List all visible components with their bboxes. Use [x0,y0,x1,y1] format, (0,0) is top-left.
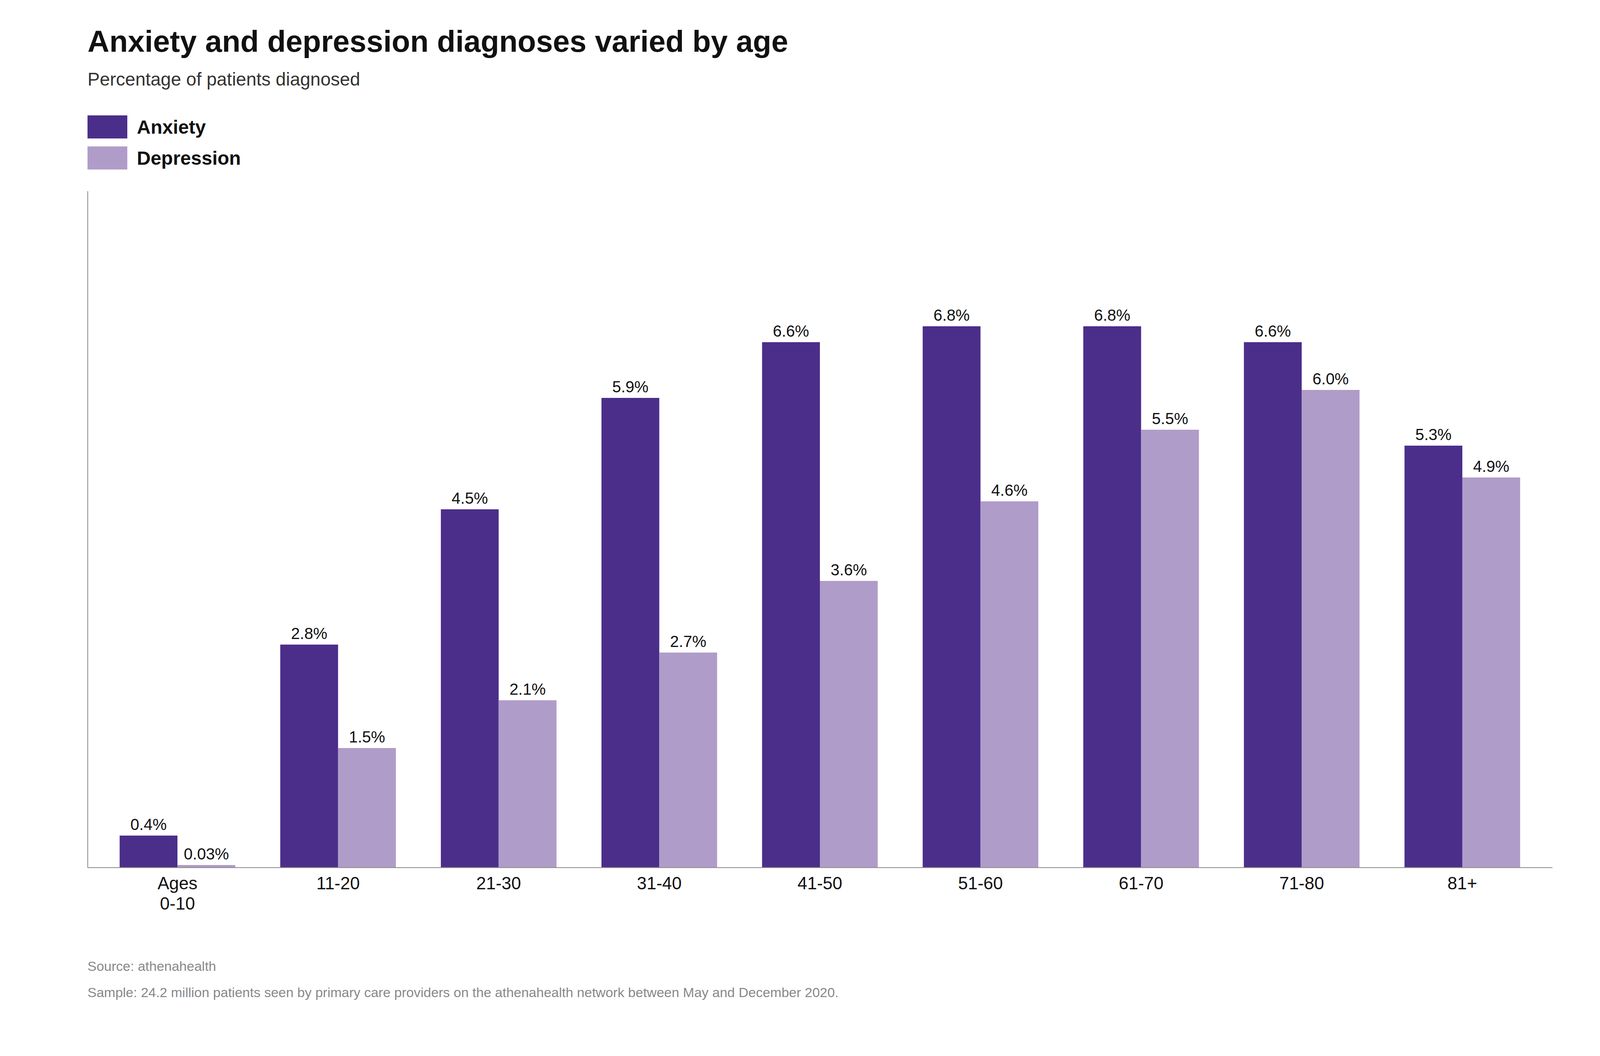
x-tick: 71-80 [1279,867,1325,893]
bar [980,501,1039,868]
data-labels: 0.4% 2.8% 4.5% 5.9% 6.6% 6.8% 6.8% 6.6% 5.3% 0.03… [130,306,1510,863]
legend-label: Anxiety [136,116,207,138]
x-tick: 21-30 [476,867,522,893]
x-tick-label: 81+ [1447,873,1478,893]
data-label: 4.9% [1473,457,1510,475]
x-tick-label-line: 71-80 [1279,873,1325,893]
data-label: 6.8% [933,306,970,324]
data-label: 5.3% [1415,425,1452,444]
y-axis-line [87,191,89,868]
data-label: 4.5% [451,489,488,507]
x-tick: 51-60 [957,867,1003,893]
bar [922,326,981,868]
bar [1083,326,1141,868]
data-label: 4.6% [991,481,1028,499]
x-tick-label-line: Ages [157,873,198,893]
legend-swatch [87,146,128,170]
bar [819,580,878,868]
x-tick-label: 41-50 [797,873,843,893]
title: Anxiety and depression diagnoses varied … [87,24,789,59]
bar [1301,389,1360,868]
data-label: 2.1% [509,680,546,698]
data-label: 6.6% [1254,322,1291,340]
x-tick-label-line: 11-20 [316,873,360,893]
annotation: Source: athenahealth [87,958,217,974]
data-label: 2.7% [669,632,707,651]
data-label: 2.8% [291,624,328,643]
x-tick-label: 71-80 [1279,873,1325,893]
subtitle: Percentage of patients diagnosed [87,68,361,90]
bar-series [119,326,1463,868]
data-label: 5.5% [1152,409,1189,428]
annotations: Source: athenahealth Sample: 24.2 million… [87,958,839,1000]
x-tick-label: 61-70 [1118,873,1164,893]
x-tick-label-line: 81+ [1447,873,1478,893]
x-tick-label-line: 31-40 [636,873,682,893]
x-tick-label: 51-60 [957,873,1003,893]
bar-series [177,389,1521,868]
bar [1243,342,1302,868]
bar [440,509,499,868]
x-tick-label: Ages0-10 [157,873,198,913]
x-tick: Ages0-10 [157,867,198,913]
chart: Anxiety and depression diagnoses varied … [0,0,1600,1056]
x-axis-line [87,867,1553,869]
data-label: 3.6% [830,560,867,579]
x-tick-label-line: 41-50 [797,873,843,893]
x-tick: 61-70 [1118,867,1164,893]
annotation: Sample: 24.2 million patients seen by pr… [87,984,839,1000]
legend-swatch [87,115,128,139]
bar [498,700,557,868]
x-tick: 41-50 [797,867,843,893]
x-tick-label: 21-30 [476,873,522,893]
bar [280,644,338,868]
x-tick-label-line: 51-60 [957,873,1003,893]
bar [119,835,178,868]
data-label: 0.03% [183,844,229,863]
bar [762,342,820,868]
y-axis [87,191,88,868]
x-tick-label-line: 21-30 [476,873,522,893]
x-tick-label-line: 61-70 [1118,873,1164,893]
x-tick: 81+ [1447,867,1478,893]
bar [1140,429,1199,868]
bar [338,747,396,868]
data-label: 0.4% [130,815,167,834]
background [0,0,1600,1056]
bar [1462,477,1521,868]
data-label: 6.0% [1312,369,1349,388]
x-tick-label: 11-20 [316,873,360,893]
legend-item: Anxiety [87,115,207,139]
legend: Anxiety Depression [87,115,241,170]
bar [1404,445,1463,868]
data-label: 5.9% [612,377,649,396]
bar [177,864,236,868]
bar [659,652,717,868]
x-tick-label: 31-40 [636,873,682,893]
data-label: 6.6% [772,322,810,340]
x-tick-label-line: 0-10 [159,893,195,913]
legend-label: Depression [136,147,241,169]
data-label: 6.8% [1093,306,1131,324]
data-label: 1.5% [348,727,386,746]
x-tick: 31-40 [636,867,682,893]
x-axis: Ages0-10 11-20 21-30 31-40 41-50 51-60 61-70 71… [87,867,1553,913]
bars [119,326,1521,868]
bar [601,397,660,868]
x-tick: 11-20 [316,867,360,893]
legend-item: Depression [87,146,241,170]
